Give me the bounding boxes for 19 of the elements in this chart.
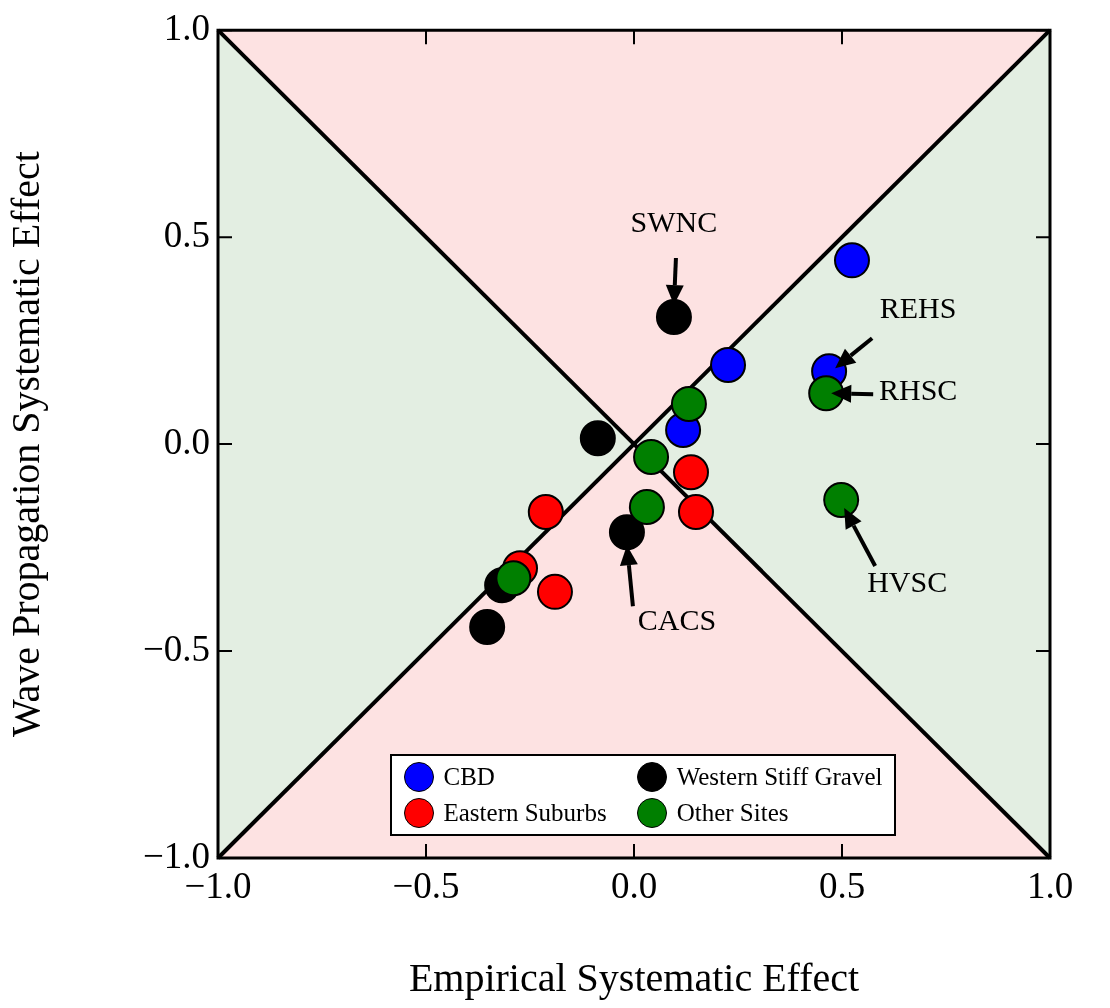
legend-label: Eastern Suburbs — [443, 799, 607, 827]
annotation: CACS — [637, 603, 717, 637]
y-axis-title: Wave Propagation Systematic Effect — [2, 151, 48, 738]
x-tick-label: 0.5 — [818, 864, 866, 906]
annotation: SWNC — [630, 204, 718, 238]
legend-label: Western Stiff Gravel — [676, 763, 883, 791]
y-tick-label: 1.0 — [163, 6, 210, 48]
legend-label: Other Sites — [676, 799, 789, 827]
x-tick-label: 0.0 — [610, 864, 658, 906]
x-tick-label: 1.0 — [1026, 864, 1074, 906]
x-tick-label: −0.5 — [392, 864, 460, 906]
annotation: REHS — [879, 291, 957, 325]
legend-label: CBD — [443, 763, 495, 791]
annotation: RHSC — [879, 373, 958, 407]
x-axis-title: Empirical Systematic Effect — [408, 954, 860, 1000]
y-tick-label: −0.5 — [142, 627, 210, 669]
y-tick-label: 0.0 — [163, 420, 210, 462]
annotation: HVSC — [867, 564, 948, 598]
y-tick-label: 0.5 — [163, 213, 210, 255]
